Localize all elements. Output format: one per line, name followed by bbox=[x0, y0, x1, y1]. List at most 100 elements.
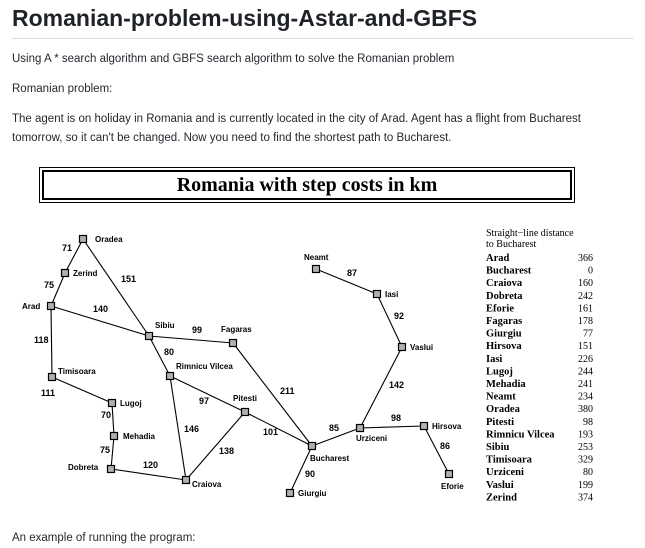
road-iasi-neamt bbox=[315, 268, 378, 295]
city-label-giurgiu: Giurgiu bbox=[298, 489, 327, 498]
city-label-rimnicu-vilcea: Rimnicu Vilcea bbox=[176, 362, 233, 371]
road-pitesti-bucharest bbox=[244, 411, 313, 447]
city-label-vaslui: Vaslui bbox=[410, 343, 433, 352]
road-arad-sibiu bbox=[50, 305, 150, 337]
table-city-giurgiu: Giurgiu bbox=[486, 329, 522, 340]
romania-map-figure: Romania with step costs in km 71 75 151 140… bbox=[12, 166, 634, 506]
road-cost-label: 99 bbox=[192, 325, 202, 335]
table-value-rimnicu-vilcea: 193 bbox=[578, 429, 593, 440]
city-marker-neamt bbox=[311, 264, 321, 274]
table-city-arad: Arad bbox=[486, 253, 509, 264]
road-rimnicu-vilcea-pitesti bbox=[169, 375, 246, 413]
city-label-iasi: Iasi bbox=[385, 290, 398, 299]
road-cost-label: 111 bbox=[41, 388, 55, 398]
table-title-line2: to Bucharest bbox=[486, 239, 536, 250]
city-marker-bucharest bbox=[307, 441, 317, 451]
city-marker-iasi bbox=[372, 289, 382, 299]
table-value-giurgiu: 77 bbox=[583, 329, 593, 340]
city-label-zerind: Zerind bbox=[73, 269, 98, 278]
road-urziceni-vaslui bbox=[359, 346, 403, 429]
city-label-hirsova: Hirsova bbox=[432, 422, 462, 431]
road-cost-label: 120 bbox=[143, 460, 158, 470]
road-bucharest-giurgiu bbox=[289, 445, 313, 494]
table-city-eforie: Eforie bbox=[486, 303, 514, 314]
problem-description: The agent is on holiday in Romania and i… bbox=[12, 113, 581, 144]
table-title-line1: Straight−line distance bbox=[486, 228, 574, 239]
road-cost-label: 140 bbox=[93, 304, 108, 314]
city-marker-eforie bbox=[444, 469, 454, 479]
road-urziceni-hirsova bbox=[359, 425, 425, 429]
road-cost-label: 138 bbox=[219, 446, 234, 456]
city-label-pitesti: Pitesti bbox=[233, 394, 257, 403]
city-marker-urziceni bbox=[355, 423, 365, 433]
road-cost-label: 146 bbox=[184, 424, 199, 434]
road-cost-label: 211 bbox=[280, 386, 295, 396]
road-cost-label: 85 bbox=[329, 423, 339, 433]
table-city-lugoj: Lugoj bbox=[486, 366, 513, 377]
table-value-hirsova: 151 bbox=[578, 341, 593, 352]
table-city-fagaras: Fagaras bbox=[486, 316, 522, 327]
example-heading: An example of running the program: bbox=[12, 532, 196, 544]
road-cost-label: 118 bbox=[34, 335, 49, 345]
road-timisoara-lugoj bbox=[51, 376, 113, 404]
road-zerind-arad bbox=[50, 272, 66, 307]
table-value-neamt: 234 bbox=[578, 392, 593, 403]
city-marker-fagaras bbox=[228, 338, 238, 348]
table-value-dobreta: 242 bbox=[578, 291, 593, 302]
table-value-vaslui: 199 bbox=[578, 480, 593, 491]
table-value-sibiu: 253 bbox=[578, 442, 593, 453]
city-marker-lugoj bbox=[107, 398, 117, 408]
road-cost-label: 86 bbox=[440, 441, 450, 451]
road-hirsova-eforie bbox=[423, 425, 450, 475]
table-value-fagaras: 178 bbox=[578, 316, 593, 327]
city-label-timisoara: Timisoara bbox=[58, 367, 96, 376]
road-fagaras-bucharest bbox=[232, 342, 313, 447]
road-cost-label: 75 bbox=[44, 280, 54, 290]
table-city-oradea: Oradea bbox=[486, 404, 521, 415]
city-label-mehadia: Mehadia bbox=[123, 432, 156, 441]
city-marker-oradea bbox=[78, 234, 88, 244]
road-cost-label: 97 bbox=[199, 396, 209, 406]
road-sibiu-rimnicu-vilcea bbox=[148, 335, 171, 377]
road-arad-timisoara bbox=[50, 305, 53, 378]
city-marker-sibiu bbox=[144, 331, 154, 341]
table-city-sibiu: Sibiu bbox=[486, 442, 510, 453]
road-cost-label: 92 bbox=[394, 311, 404, 321]
city-marker-arad bbox=[46, 301, 56, 311]
road-oradea-sibiu bbox=[82, 238, 150, 337]
road-oradea-zerind bbox=[64, 238, 84, 274]
table-value-craiova: 160 bbox=[578, 278, 593, 289]
romania-map: 71 75 151 140 118 111 70 75 120 99 80 97 146 138 211 10… bbox=[22, 228, 593, 503]
section-label: Romanian problem: bbox=[12, 83, 113, 95]
road-bucharest-urziceni bbox=[311, 427, 361, 447]
city-marker-vaslui bbox=[397, 342, 407, 352]
city-label-oradea: Oradea bbox=[95, 235, 123, 244]
table-value-eforie: 161 bbox=[578, 303, 593, 314]
city-marker-timisoara bbox=[47, 372, 57, 382]
table-city-rimnicu-vilcea: Rimnicu Vilcea bbox=[486, 429, 555, 440]
table-city-zerind: Zerind bbox=[486, 492, 517, 503]
readme-content: Romanian-problem-using-Astar-and-GBFS Us… bbox=[12, 0, 634, 544]
table-city-vaslui: Vaslui bbox=[486, 480, 514, 491]
city-label-craiova: Craiova bbox=[192, 480, 222, 489]
table-value-timisoara: 329 bbox=[578, 455, 593, 466]
road-cost-label: 90 bbox=[305, 469, 315, 479]
road-cost-label: 71 bbox=[62, 243, 72, 253]
figure-title: Romania with step costs in km bbox=[39, 167, 575, 203]
city-label-bucharest: Bucharest bbox=[310, 454, 349, 463]
table-value-bucharest: 0 bbox=[588, 266, 593, 277]
table-city-pitesti: Pitesti bbox=[486, 417, 514, 428]
city-marker-rimnicu-vilcea bbox=[165, 371, 175, 381]
city-label-eforie: Eforie bbox=[441, 482, 464, 491]
table-value-iasi: 226 bbox=[578, 354, 593, 365]
city-label-lugoj: Lugoj bbox=[120, 399, 142, 408]
road-craiova-pitesti bbox=[185, 411, 246, 481]
table-value-urziceni: 80 bbox=[583, 467, 593, 478]
city-label-urziceni: Urziceni bbox=[356, 434, 387, 443]
road-sibiu-fagaras bbox=[148, 335, 234, 344]
road-lugoj-mehadia bbox=[111, 402, 115, 437]
table-value-arad: 366 bbox=[578, 253, 593, 264]
city-marker-pitesti bbox=[240, 407, 250, 417]
table-city-bucharest: Bucharest bbox=[486, 266, 532, 277]
city-marker-craiova bbox=[181, 475, 191, 485]
